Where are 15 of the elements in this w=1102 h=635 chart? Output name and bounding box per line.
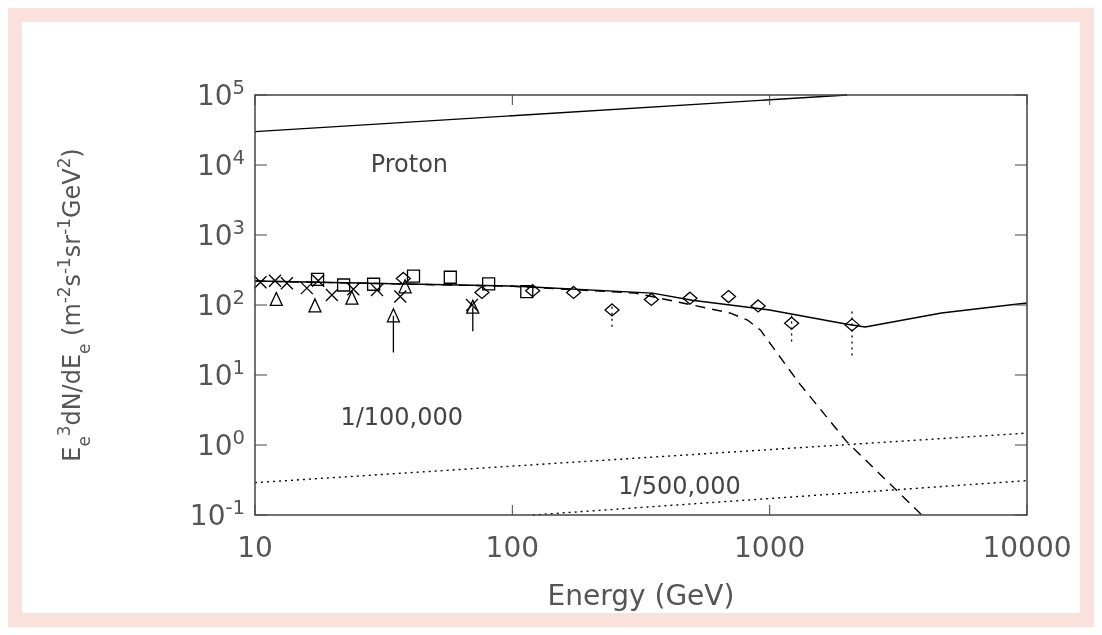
y-tick-label: 10$^{-1}$ [189,495,245,532]
y-tick-label: 10$^{1}$ [196,355,245,392]
x-axis-title: Energy (GeV) [547,579,735,612]
y-tick-label: 10$^{3}$ [196,215,245,252]
x-tick-label: 10 [237,531,273,564]
y-tick-label: 10$^{0}$ [196,425,245,462]
series-label: 1/100,000 [340,403,463,432]
y-tick-label: 10$^{2}$ [196,285,245,322]
x-tick-label: 1000 [734,531,806,564]
x-tick-label: 100 [485,531,540,564]
y-tick-label: 10$^{4}$ [196,145,245,182]
series-label: Proton [370,150,449,179]
x-tick-label: 10000 [982,531,1072,564]
series-label: 1/500,000 [618,472,741,501]
y-tick-label: 10$^{5}$ [196,75,245,112]
